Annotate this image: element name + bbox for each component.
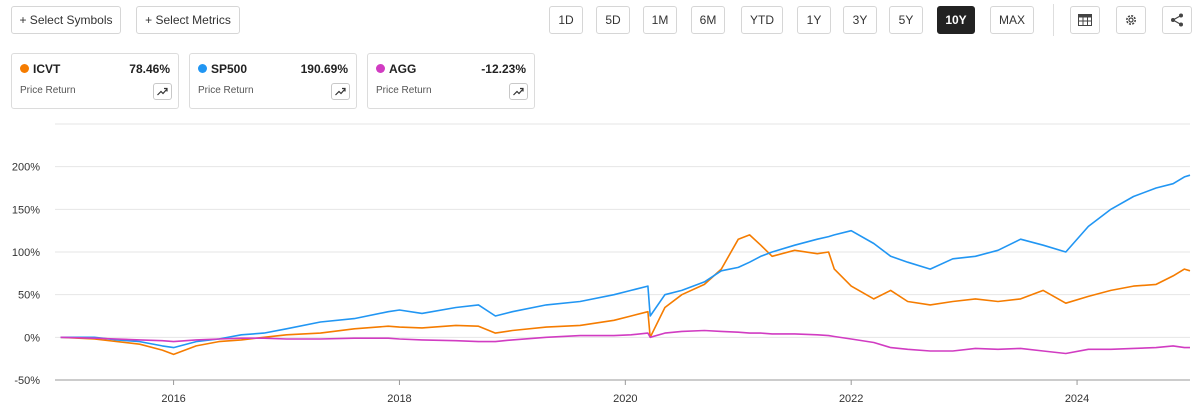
series-line-icvt: [60, 234, 1191, 356]
series-color-dot: [20, 64, 29, 73]
period-1m-button[interactable]: 1M: [643, 6, 677, 34]
period-1y-button[interactable]: 1Y: [797, 6, 831, 34]
trend-button[interactable]: [331, 83, 350, 100]
table-view-button[interactable]: [1070, 6, 1100, 34]
grid-layer: [55, 123, 1190, 381]
settings-button[interactable]: [1116, 6, 1146, 34]
series-color-dot: [198, 64, 207, 73]
series-return: -12.23%: [481, 62, 526, 76]
period-5d-button[interactable]: 5D: [596, 6, 630, 34]
period-5y-button[interactable]: 5Y: [889, 6, 923, 34]
y-tick-label: 200%: [12, 162, 40, 174]
toolbar-divider: [1053, 4, 1054, 36]
series-symbol: ICVT: [33, 62, 61, 76]
series-line-sp500: [60, 174, 1191, 349]
series-return: 190.69%: [300, 62, 348, 76]
y-tick-label: 150%: [12, 204, 40, 216]
series-color-dot: [376, 64, 385, 73]
series-symbol: SP500: [211, 62, 248, 76]
trend-arrow-icon: [157, 87, 168, 96]
legend-card-agg[interactable]: AGG -12.23% Price Return: [367, 53, 535, 109]
series-line-agg: [60, 329, 1190, 355]
series-return: 78.46%: [129, 62, 170, 76]
x-tick-label: 2016: [161, 393, 185, 405]
y-tick-label: -50%: [14, 375, 40, 387]
period-ytd-button[interactable]: YTD: [741, 6, 783, 34]
y-tick-label: 50%: [18, 290, 40, 302]
legend-card-sp500[interactable]: SP500 190.69% Price Return: [189, 53, 357, 109]
share-icon: [1171, 13, 1183, 27]
y-axis-ticks: -50% 0% 50% 100% 150% 200%: [12, 162, 40, 387]
series-metric: Price Return: [20, 85, 76, 96]
gear-icon: [1126, 15, 1136, 25]
period-1d-button[interactable]: 1D: [549, 6, 583, 34]
trend-button[interactable]: [509, 83, 528, 100]
select-metrics-button[interactable]: + Select Metrics: [136, 6, 240, 34]
x-tick-label: 2020: [613, 393, 637, 405]
x-tick-label: 2024: [1065, 393, 1089, 405]
x-axis-ticks: 2016 2018 2020 2022 2024: [161, 380, 1089, 405]
share-button[interactable]: [1162, 6, 1192, 34]
period-6m-button[interactable]: 6M: [691, 6, 725, 34]
series-metric: Price Return: [198, 85, 254, 96]
legend-card-icvt[interactable]: ICVT 78.46% Price Return: [11, 53, 179, 109]
series-symbol: AGG: [389, 62, 417, 76]
trend-button[interactable]: [153, 83, 172, 100]
select-symbols-button[interactable]: + Select Symbols: [11, 6, 121, 34]
x-tick-label: 2022: [839, 393, 863, 405]
period-3y-button[interactable]: 3Y: [843, 6, 877, 34]
trend-arrow-icon: [513, 87, 524, 96]
y-tick-label: 100%: [12, 247, 40, 259]
series-layer: [60, 174, 1191, 356]
table-icon: [1078, 14, 1092, 26]
trend-arrow-icon: [335, 87, 346, 96]
series-metric: Price Return: [376, 85, 432, 96]
y-tick-label: 0%: [24, 332, 40, 344]
x-tick-label: 2018: [387, 393, 411, 405]
period-max-button[interactable]: MAX: [990, 6, 1034, 34]
performance-line-chart: -50%0%50%100%150%200% 2016 2018 2020 2022 20…: [12, 123, 1191, 405]
period-10y-button[interactable]: 10Y: [937, 6, 975, 34]
